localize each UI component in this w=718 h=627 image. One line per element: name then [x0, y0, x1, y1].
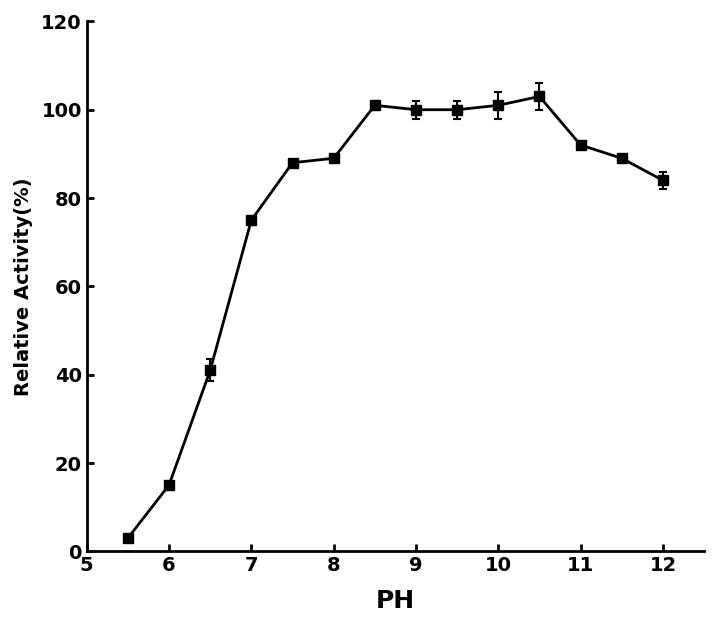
X-axis label: PH: PH [376, 589, 415, 613]
Y-axis label: Relative Activity(%): Relative Activity(%) [14, 177, 33, 396]
